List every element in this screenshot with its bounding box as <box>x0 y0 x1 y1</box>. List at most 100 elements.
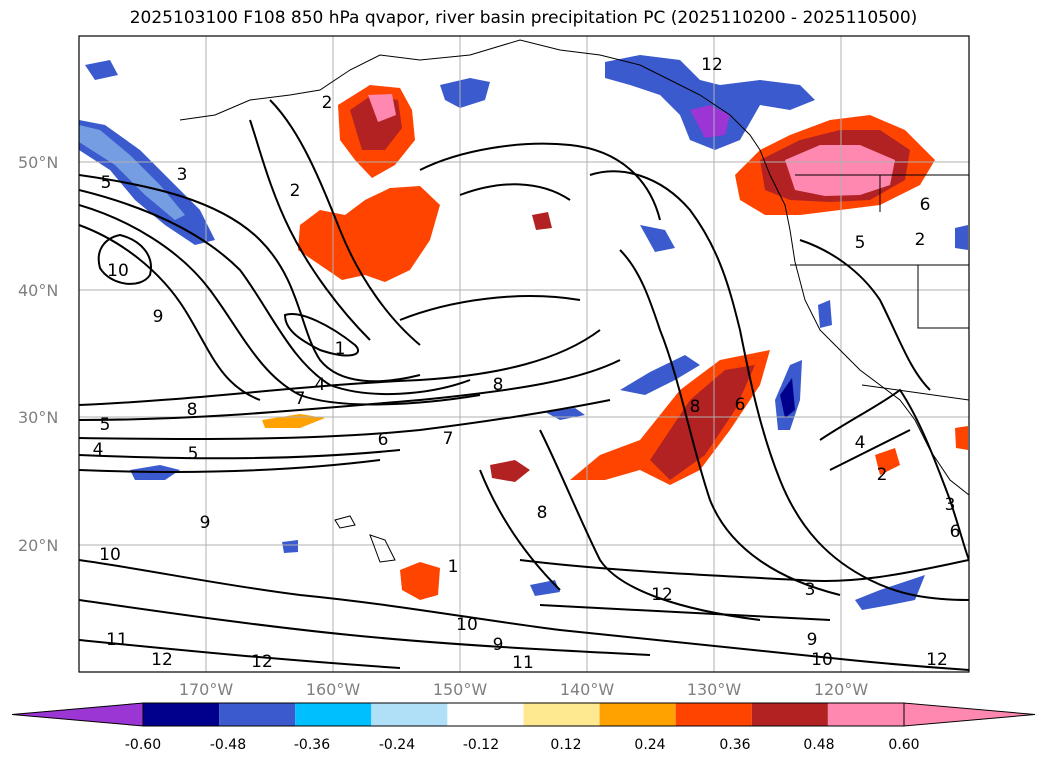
contour-label: 12 <box>926 650 948 670</box>
contour-label: 1 <box>335 339 346 359</box>
contour-line <box>519 559 969 582</box>
contour-line <box>419 142 661 221</box>
precip-region <box>650 365 755 480</box>
chart-title: 2025103100 F108 850 hPa qvapor, river ba… <box>129 8 918 28</box>
contour-line <box>539 604 831 621</box>
contour-label: 2 <box>322 93 333 113</box>
contour-label: 1 <box>448 557 459 577</box>
contour-label: 10 <box>456 615 478 635</box>
contour-line <box>283 313 359 357</box>
contour-line <box>79 459 381 473</box>
contour-line <box>79 359 621 421</box>
contour-label: 12 <box>701 55 723 75</box>
precip-negative-regions <box>79 55 968 610</box>
contour-label: 4 <box>855 433 866 453</box>
lon-label: 140°W <box>559 680 615 699</box>
contour-line <box>829 429 911 471</box>
precip-region <box>490 460 530 482</box>
contour-line <box>97 233 152 285</box>
lon-label: 150°W <box>432 680 488 699</box>
contour-label: 2 <box>915 230 926 250</box>
contour-line <box>79 399 611 441</box>
contour-line <box>79 599 651 656</box>
contour-label: 3 <box>177 165 188 185</box>
precip-region <box>368 94 396 122</box>
colorbar-tick-label: -0.36 <box>293 737 331 753</box>
precip-region <box>400 562 440 600</box>
contour-label: 11 <box>106 630 128 650</box>
contour-label: 2 <box>877 465 888 485</box>
lon-label: 130°W <box>686 680 742 699</box>
contour-line <box>249 119 371 341</box>
contour-label: 7 <box>443 429 454 449</box>
lat-label: 50°N <box>18 153 59 172</box>
precip-region <box>545 408 585 420</box>
colorbar-tick-label: -0.24 <box>378 737 416 753</box>
colorbar-tick-label: 0.48 <box>803 737 835 753</box>
contour-line <box>79 329 601 406</box>
contour-line <box>79 224 261 401</box>
contour-line <box>79 174 421 383</box>
graticule <box>79 36 969 672</box>
contour-label: 3 <box>945 495 956 515</box>
contour-label: 8 <box>690 397 701 417</box>
precip-region <box>780 378 795 418</box>
precip-region <box>955 426 968 450</box>
precip-region <box>875 448 900 475</box>
border-line <box>861 384 969 401</box>
contour-label: 9 <box>807 630 818 650</box>
precip-region <box>818 300 832 328</box>
contour-label: 4 <box>93 440 104 460</box>
contour-line <box>819 388 969 561</box>
contour-label: 6 <box>920 195 931 215</box>
precip-region <box>620 355 700 395</box>
lat-label: 20°N <box>18 536 59 555</box>
precip-region <box>955 225 968 250</box>
contour-label: 6 <box>378 430 389 450</box>
contour-label: 6 <box>950 522 961 542</box>
precip-region <box>530 580 560 596</box>
contour-label: 5 <box>188 444 199 464</box>
contour-line <box>269 99 421 346</box>
precip-region <box>298 186 440 282</box>
precip-region <box>855 575 925 610</box>
colorbar-tick-label: 0.12 <box>550 737 582 753</box>
precip-region <box>262 414 325 428</box>
precip-region <box>85 60 118 80</box>
precip-region <box>282 540 298 553</box>
contour-label: 10 <box>107 261 129 281</box>
colorbar-tick-label: -0.60 <box>124 737 162 753</box>
contour-label: 11 <box>512 653 534 673</box>
border-line <box>917 265 969 329</box>
coastline <box>369 534 396 563</box>
contour-label: 8 <box>537 503 548 523</box>
contour-label: 2 <box>290 181 301 201</box>
contour-label: 9 <box>493 635 504 655</box>
coastlines <box>179 39 969 563</box>
colorbar-tick-label: 0.24 <box>634 737 666 753</box>
lat-label: 40°N <box>18 281 59 300</box>
precip-region <box>440 78 490 108</box>
contour-label: 5 <box>101 173 112 193</box>
colorbar-tick-label: 0.60 <box>888 737 920 753</box>
colorbar-tick-label: -0.48 <box>209 737 247 753</box>
contour-label: 9 <box>153 307 164 327</box>
contour-line <box>539 429 761 621</box>
contour-label: 8 <box>493 375 504 395</box>
contour-line <box>79 559 969 671</box>
precip-region <box>532 212 552 230</box>
contour-line <box>619 249 841 596</box>
contour-line <box>79 189 471 396</box>
colorbar-tick-label: 0.36 <box>719 737 751 753</box>
map-frame <box>78 35 970 673</box>
contour-label: 12 <box>251 652 273 672</box>
colorbar-tick-label: -0.12 <box>462 737 500 753</box>
contour-label: 5 <box>855 233 866 253</box>
contour-label: 8 <box>187 400 198 420</box>
contour-label: 6 <box>735 395 746 415</box>
contour-label: 12 <box>151 650 173 670</box>
contour-line <box>79 449 401 460</box>
contour-label: 7 <box>295 389 306 409</box>
contour-label: 5 <box>100 415 111 435</box>
